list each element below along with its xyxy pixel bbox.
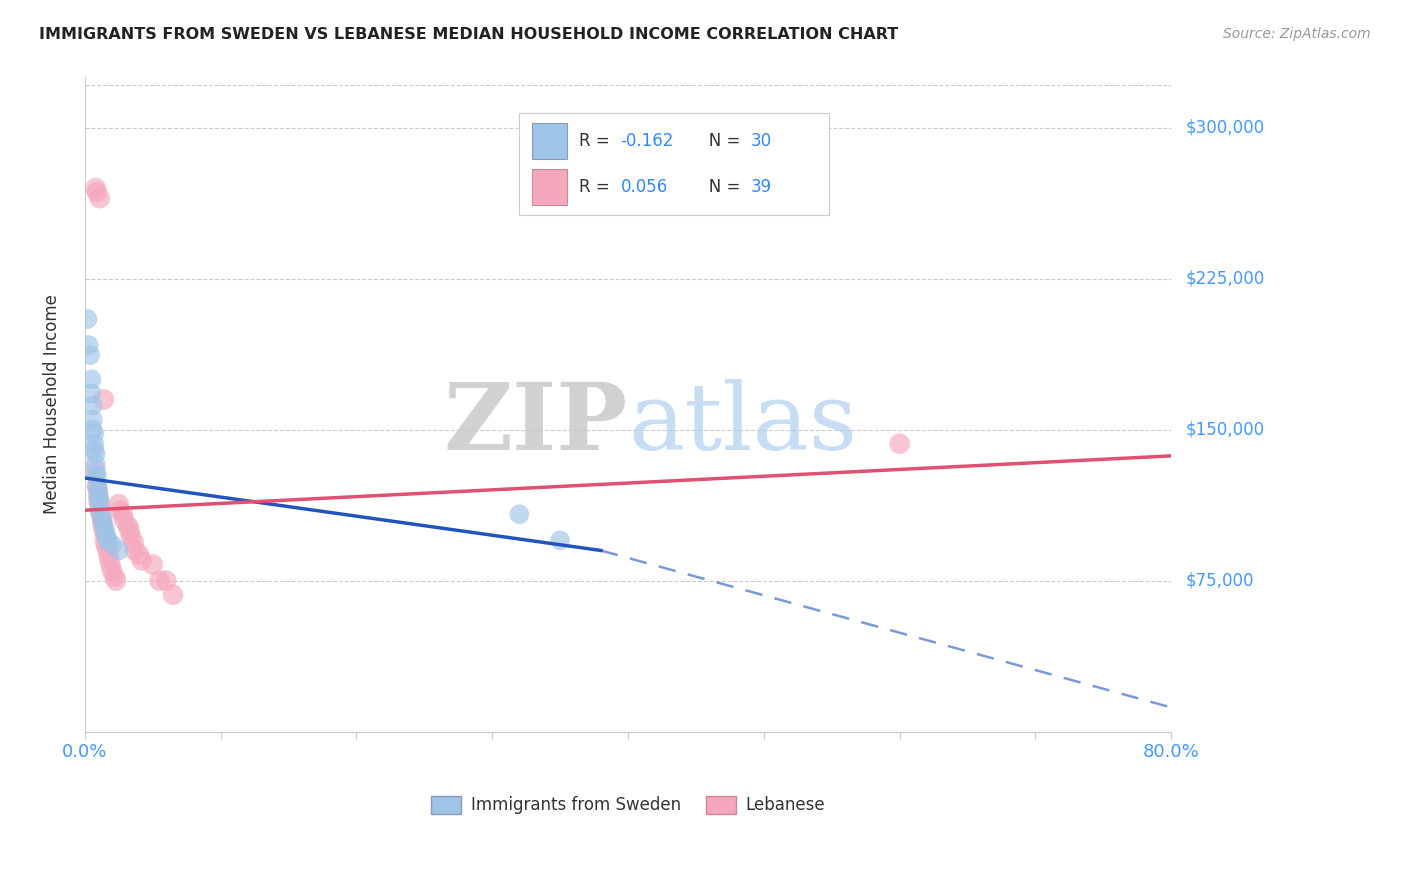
Text: $225,000: $225,000 [1185,269,1264,288]
Point [120,529,142,543]
Point [107,543,129,558]
Point [87,493,110,508]
Text: $300,000: $300,000 [1185,119,1264,136]
Point [104,569,127,583]
Point [131,553,153,567]
Text: 0.056: 0.056 [620,178,668,195]
Point [94,524,117,538]
Point [93,524,115,538]
Point [89,499,111,513]
Point [111,508,134,522]
Text: R =: R = [579,132,616,150]
Point [97,545,120,559]
Point [96,540,118,554]
Point [118,524,141,538]
Point [83,437,105,451]
Text: ZIP: ZIP [444,379,628,469]
Point [87,483,110,497]
Point [117,519,139,533]
Point [889,437,911,451]
FancyBboxPatch shape [533,169,567,204]
Point [124,543,146,558]
Text: $75,000: $75,000 [1185,572,1254,590]
Point [91,513,114,527]
Point [80,372,103,386]
Point [112,513,135,527]
Point [98,551,121,566]
Point [84,467,107,481]
Point [86,469,108,483]
Point [104,574,127,588]
Point [508,508,530,522]
Y-axis label: Median Household Income: Median Household Income [44,294,60,515]
Text: Source: ZipAtlas.com: Source: ZipAtlas.com [1223,27,1371,41]
Point [89,497,111,511]
Point [107,497,129,511]
Point [148,574,170,588]
Text: IMMIGRANTS FROM SWEDEN VS LEBANESE MEDIAN HOUSEHOLD INCOME CORRELATION CHART: IMMIGRANTS FROM SWEDEN VS LEBANESE MEDIA… [39,27,898,42]
Point [87,487,110,501]
Point [93,519,115,533]
FancyBboxPatch shape [533,123,567,159]
Text: N =: N = [693,178,745,195]
Point [76,312,98,326]
Point [142,558,165,572]
Point [90,508,112,522]
Point [101,564,124,578]
Point [91,513,114,527]
Point [89,493,111,508]
Point [86,479,108,493]
Text: 30: 30 [751,132,772,150]
Point [87,489,110,503]
Text: R =: R = [579,178,616,195]
Point [86,185,108,199]
Text: 39: 39 [751,178,772,195]
Point [94,535,117,549]
Point [82,412,104,426]
Point [89,503,111,517]
Point [94,529,117,543]
Point [84,447,107,461]
Point [548,533,571,548]
Point [89,191,111,205]
Point [93,392,115,407]
Point [128,548,150,562]
Point [84,463,107,477]
Point [83,442,105,457]
Point [155,574,177,588]
Point [96,529,118,543]
Point [82,399,104,413]
Text: -0.162: -0.162 [620,132,673,150]
Text: N =: N = [693,132,745,150]
Point [91,517,114,532]
Point [80,386,103,401]
Point [97,533,120,548]
Legend: Immigrants from Sweden, Lebanese: Immigrants from Sweden, Lebanese [425,789,832,821]
Point [77,338,100,352]
FancyBboxPatch shape [519,113,830,215]
Point [122,535,145,549]
Point [79,348,101,362]
Point [82,423,104,437]
Text: $150,000: $150,000 [1185,421,1264,439]
Text: atlas: atlas [628,379,858,469]
Point [84,181,107,195]
Point [108,503,131,517]
Point [83,426,105,441]
Point [90,508,112,522]
Point [86,479,108,493]
Point [162,588,184,602]
Point [84,457,107,471]
Point [100,558,122,572]
Point [101,537,124,551]
